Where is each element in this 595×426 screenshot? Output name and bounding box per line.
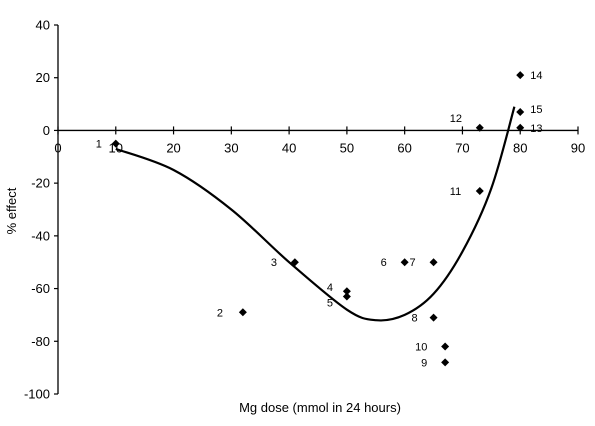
data-point-label: 10 (415, 342, 427, 354)
data-point-label: 13 (530, 123, 542, 135)
x-axis-label: Mg dose (mmol in 24 hours) (239, 400, 401, 415)
y-tick-label: 40 (36, 18, 50, 33)
data-point-7 (429, 258, 438, 267)
y-tick-label: -80 (31, 334, 50, 349)
y-tick-label: 0 (43, 123, 50, 138)
data-point-label: 14 (530, 70, 542, 82)
data-point-6 (400, 258, 409, 267)
data-point-label: 2 (217, 307, 223, 319)
trend-curve (115, 106, 516, 322)
data-point-label: 5 (327, 297, 333, 309)
y-tick-label: -40 (31, 228, 50, 243)
x-tick-label: 80 (513, 140, 527, 155)
data-point-14 (516, 71, 525, 80)
data-point-10 (441, 342, 450, 351)
data-point-3 (290, 258, 299, 267)
data-point-label: 6 (381, 257, 387, 269)
x-tick-label: 40 (282, 140, 296, 155)
y-axis-label: % effect (4, 187, 19, 234)
data-point-8 (429, 313, 438, 322)
data-point-label: 12 (450, 113, 462, 125)
x-tick-label: 30 (224, 140, 238, 155)
data-point-12 (475, 123, 484, 132)
x-tick-label: 0 (54, 140, 61, 155)
data-point-5 (342, 292, 351, 301)
data-point-label: 7 (410, 257, 416, 269)
data-point-1 (111, 139, 120, 148)
axes (54, 24, 579, 395)
data-point-label: 1 (96, 139, 102, 151)
x-tick-label: 60 (397, 140, 411, 155)
data-point-11 (475, 187, 484, 196)
tick-labels: 40 20 0 -20 -40 -60 -80 -100 0 10 20 30 40 50 60 70 80 90 (24, 18, 585, 402)
x-tick-label: 10 (109, 140, 123, 155)
data-point-15 (516, 107, 525, 116)
data-point-2 (238, 308, 247, 317)
y-tick-label: 20 (36, 70, 50, 85)
data-point-label: 8 (412, 313, 418, 325)
x-tick-label: 20 (166, 140, 180, 155)
y-tick-label: -20 (31, 176, 50, 191)
data-point-label: 3 (271, 257, 277, 269)
data-point-label: 11 (450, 186, 461, 198)
x-tick-label: 90 (571, 140, 585, 155)
y-tick-label: -60 (31, 281, 50, 296)
data-point-label: 15 (530, 104, 542, 116)
data-point-13 (516, 123, 525, 132)
data-point-label: 4 (327, 282, 333, 294)
x-tick-label: 50 (340, 140, 354, 155)
y-tick-label: -100 (24, 387, 50, 402)
data-point-9 (441, 358, 450, 367)
data-point-label: 9 (421, 357, 427, 369)
x-tick-label: 70 (455, 140, 469, 155)
data-point-4 (342, 287, 351, 296)
